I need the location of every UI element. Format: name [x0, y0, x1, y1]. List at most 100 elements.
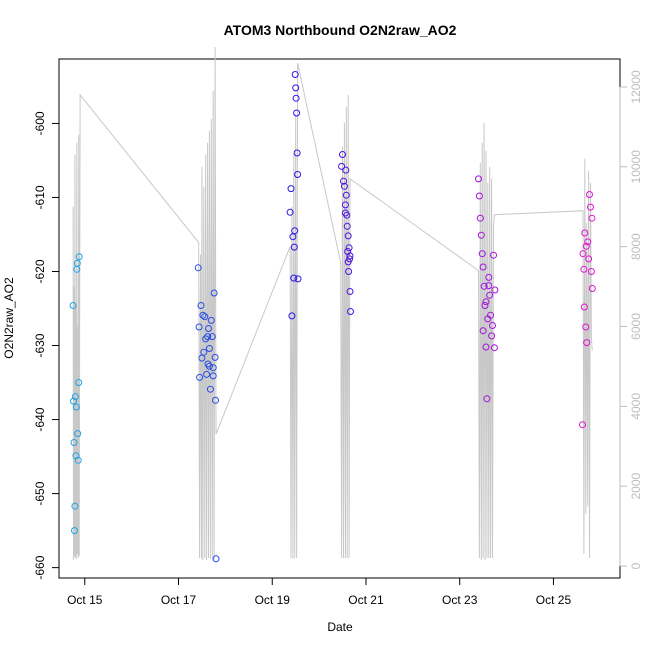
data-point [291, 71, 299, 78]
data-point [69, 302, 77, 309]
data-point [485, 273, 493, 281]
data-point [582, 242, 590, 250]
data-point [338, 162, 346, 170]
data-point [583, 339, 591, 347]
secondary-line [72, 46, 593, 561]
data-point [478, 250, 486, 258]
y2-tick-label: 4000 [629, 393, 643, 420]
data-point [476, 214, 484, 222]
data-point [293, 109, 301, 117]
data-point [477, 231, 485, 239]
data-point [486, 291, 494, 299]
data-point [588, 214, 596, 222]
data-point [75, 253, 83, 261]
data-point [588, 285, 596, 292]
data-point [73, 259, 81, 267]
x-tick-label: Oct 17 [161, 593, 197, 607]
data-point [342, 166, 350, 174]
data-point [212, 555, 220, 563]
data-point [290, 274, 298, 282]
data-point [491, 286, 499, 294]
data-point [479, 263, 487, 271]
data-point [346, 255, 354, 263]
data-point [293, 149, 301, 157]
data-point [290, 243, 298, 251]
data-point [294, 171, 302, 178]
data-point [343, 222, 351, 230]
data-point [339, 151, 346, 158]
data-point [581, 229, 589, 237]
x-tick-label: Oct 25 [536, 593, 572, 607]
x-axis-label: Date [327, 620, 353, 634]
data-point [194, 264, 202, 272]
data-point [587, 203, 594, 211]
data-point [346, 288, 354, 295]
x-tick-label: Oct 19 [255, 593, 291, 607]
data-point [197, 302, 205, 309]
data-point [586, 191, 593, 198]
data-point [210, 289, 218, 297]
data-point [579, 250, 587, 258]
data-point [344, 232, 352, 240]
y2-tick-label: 6000 [629, 313, 643, 340]
data-point [209, 372, 217, 380]
y-tick-label: -630 [33, 333, 47, 357]
data-point [475, 175, 482, 183]
data-point [341, 209, 349, 217]
data-point [70, 439, 78, 446]
y2-tick-label: 0 [629, 562, 643, 569]
plot-frame [58, 58, 621, 579]
data-point [479, 327, 487, 335]
y-tick-label: -620 [33, 259, 47, 283]
data-point [345, 244, 353, 252]
data-point [585, 255, 593, 263]
data-point [200, 348, 208, 356]
data-point [346, 252, 354, 260]
y2-tick-label: 8000 [629, 233, 643, 260]
y-tick-label: -650 [33, 481, 47, 505]
data-point [70, 397, 77, 405]
data-point [288, 312, 296, 320]
data-point [206, 385, 214, 393]
data-point [72, 403, 80, 411]
y2-tick-label: 10000 [629, 150, 643, 184]
data-point [488, 332, 496, 340]
x-axis: Oct 15 Oct 17 Oct 19 Oct 21 Oct 23 Oct 25 [67, 577, 572, 607]
data-point [587, 268, 595, 275]
y-tick-label: -610 [33, 185, 47, 209]
data-point [291, 227, 299, 235]
data-point [294, 275, 302, 283]
x-tick-label: Oct 15 [67, 593, 103, 607]
data-point [340, 182, 348, 190]
data-point [207, 316, 215, 324]
data-point [480, 282, 488, 290]
data-point [203, 370, 211, 378]
y-axis-label: O2N2raw_AO2 [2, 277, 16, 359]
y2-tick-label: 2000 [629, 473, 643, 500]
data-point [71, 502, 79, 510]
data-point [204, 333, 212, 341]
data-point [584, 238, 592, 246]
data-point [292, 94, 300, 102]
data-point [196, 373, 204, 381]
data-point [485, 282, 493, 290]
data-point [481, 302, 489, 309]
data-point [345, 268, 353, 275]
y-tick-label: -600 [33, 111, 47, 135]
data-point [340, 177, 347, 185]
y2-tick-label: 12000 [629, 70, 643, 104]
y-axis: -600 -610 -620 -630 -640 -650 -660 [33, 111, 60, 580]
data-point [74, 456, 82, 464]
data-point [208, 333, 216, 341]
chart-title: ATOM3 Northbound O2N2raw_AO2 [224, 22, 457, 38]
secondary-series [72, 46, 593, 561]
data-point [342, 191, 350, 199]
data-point [483, 395, 491, 403]
data-point [287, 185, 295, 193]
data-point [482, 343, 490, 351]
data-point [201, 313, 209, 321]
data-point [582, 323, 590, 331]
data-point [71, 393, 79, 401]
y-tick-label: -640 [33, 407, 47, 431]
